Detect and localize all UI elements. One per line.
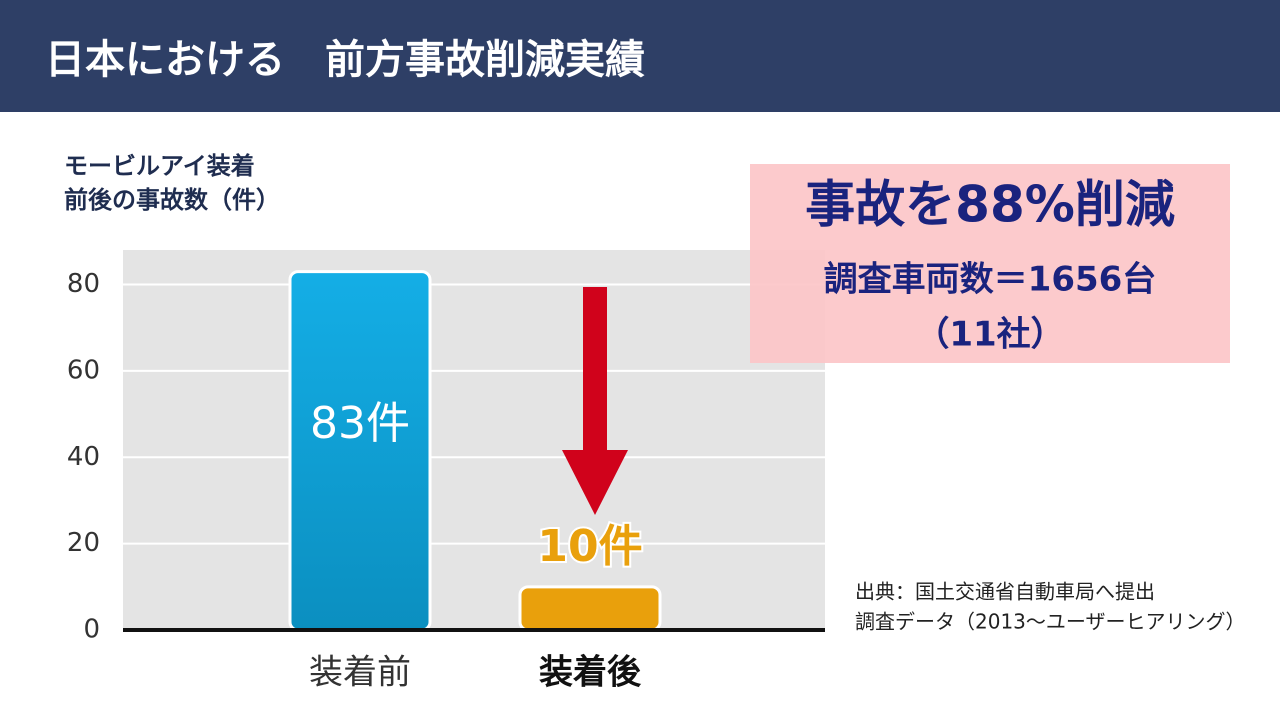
callout-box: [750, 164, 1230, 363]
header-bar: [0, 0, 1280, 112]
y-axis-title: 前後の事故数（件）: [64, 186, 280, 214]
header-title: 日本における 前方事故削減実績: [45, 37, 645, 83]
bar: [518, 585, 662, 632]
plot-area: [123, 250, 825, 630]
data-label: 10件: [537, 521, 642, 572]
y-axis-title: モービルアイ装着: [64, 152, 255, 180]
bar: [288, 270, 432, 632]
y-tick-label: 60: [67, 355, 100, 385]
decrease-arrow: [562, 287, 628, 515]
callout-text: （11社）: [915, 315, 1064, 355]
y-tick-label: 40: [67, 442, 100, 472]
data-label: 83件: [310, 398, 410, 449]
y-tick-label: 80: [67, 269, 100, 299]
y-tick-label: 20: [67, 528, 100, 558]
source-note: 出典：国土交通省自動車局へ提出: [855, 580, 1155, 604]
source-note: 調査データ（2013～ユーザーヒアリング）: [855, 610, 1246, 634]
callout-headline: 事故を88%削減: [805, 176, 1175, 234]
x-tick-label: 装着前: [309, 653, 411, 693]
y-tick-label: 0: [83, 615, 100, 645]
x-tick-label: 装着後: [539, 653, 642, 693]
callout-text: 調査車両数＝1656台: [824, 260, 1157, 300]
